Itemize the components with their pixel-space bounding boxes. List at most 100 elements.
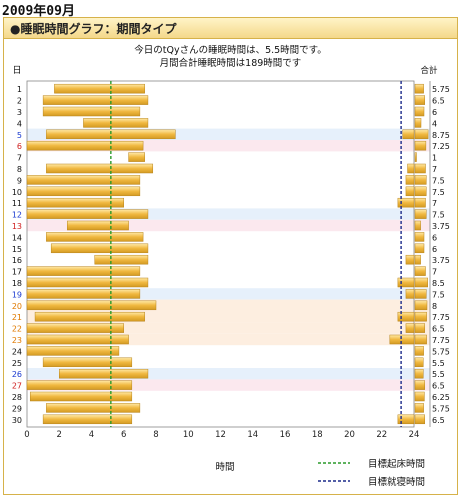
day-label: 4 [17, 119, 22, 128]
total-bar-day-8 [414, 163, 426, 174]
x-tick-label: 22 [376, 430, 387, 440]
sleep-bar-day-17 [26, 266, 141, 276]
total-value-label: 6 [432, 245, 437, 254]
total-value-label: 6 [432, 233, 437, 242]
total-bar-day-22 [414, 323, 425, 333]
day-label: 19 [12, 290, 22, 299]
total-value-label: 1 [432, 154, 437, 163]
row-background-27 [27, 379, 430, 391]
total-bar-day-20 [414, 300, 428, 311]
total-bar-day-16 [414, 254, 421, 265]
sleep-bar-day-28 [29, 391, 133, 402]
sleep-bar-day-18 [397, 277, 415, 288]
sleep-bar-day-6 [26, 140, 144, 151]
day-label: 1 [17, 85, 22, 94]
day-label: 13 [12, 222, 22, 231]
row-background-26 [27, 368, 430, 380]
day-axis-label: 日 [12, 65, 21, 76]
total-value-label: 5.5 [432, 370, 445, 379]
total-bar-day-14 [414, 232, 425, 242]
total-bar-day-1 [414, 83, 424, 94]
total-bar-day-29 [414, 403, 424, 413]
total-value-label: 8.5 [432, 279, 445, 288]
sleep-bar-day-10 [405, 186, 415, 197]
day-label: 27 [12, 382, 22, 391]
day-label: 2 [17, 97, 22, 106]
sleep-bar-day-29 [46, 403, 141, 413]
sleep-bar-day-14 [46, 232, 144, 242]
total-bar-day-6 [414, 140, 427, 151]
day-label: 10 [12, 188, 22, 197]
day-label: 28 [12, 393, 22, 402]
day-label: 16 [12, 256, 22, 265]
sleep-bar-day-26 [59, 368, 149, 379]
total-value-label: 7.75 [432, 336, 450, 345]
day-label: 25 [12, 359, 22, 368]
panel-header: ●睡眠時間グラフ：期間タイプ [4, 18, 457, 39]
sleep-bar-day-18 [26, 277, 149, 288]
total-bar-day-18 [414, 277, 428, 288]
sleep-bar-day-30 [42, 414, 133, 425]
total-value-label: 5.75 [432, 404, 450, 413]
total-bar-day-24 [414, 346, 424, 356]
total-value-label: 6.5 [432, 416, 445, 425]
day-label: 21 [12, 313, 22, 322]
sleep-bar-day-9 [405, 175, 415, 185]
x-tick-label: 8 [153, 430, 158, 440]
total-value-label: 3.75 [432, 222, 450, 231]
total-bar-day-10 [414, 186, 427, 197]
day-label: 30 [12, 416, 22, 425]
row-background-22 [27, 322, 430, 334]
total-value-label: 6.5 [432, 325, 445, 334]
sleep-bar-day-5 [402, 129, 415, 140]
sleep-bar-day-11 [397, 197, 415, 208]
total-value-label: 8.75 [432, 131, 450, 140]
total-bar-day-2 [414, 95, 425, 105]
x-tick-label: 12 [215, 430, 226, 440]
total-value-label: 6.25 [432, 393, 450, 402]
sleep-bar-day-2 [42, 95, 149, 105]
day-label: 8 [17, 165, 22, 174]
total-bar-day-19 [414, 289, 427, 299]
total-value-label: 7.25 [432, 142, 450, 151]
sleep-bar-day-23 [26, 334, 129, 345]
day-label: 9 [17, 176, 22, 185]
sleep-bar-day-22 [405, 323, 415, 333]
row-background-6 [27, 140, 430, 152]
sleep-bar-day-30 [397, 414, 415, 425]
day-label: 23 [12, 336, 22, 345]
total-bar-day-5 [414, 129, 429, 140]
total-value-label: 7 [432, 165, 437, 174]
sleep-bar-day-22 [26, 323, 124, 333]
day-label: 15 [12, 245, 22, 254]
x-tick-label: 6 [121, 430, 126, 440]
x-tick-label: 18 [312, 430, 323, 440]
x-tick-label: 2 [57, 430, 62, 440]
panel-title: ●睡眠時間グラフ：期間タイプ [10, 22, 177, 36]
x-tick-label: 24 [409, 430, 420, 440]
total-value-label: 7.5 [432, 188, 445, 197]
total-bar-day-4 [414, 118, 422, 128]
day-label: 5 [17, 131, 22, 140]
total-axis-label: 合計 [420, 65, 438, 76]
total-bar-day-17 [414, 266, 426, 276]
sleep-bar-day-11 [26, 197, 124, 208]
total-bar-day-12 [414, 209, 427, 219]
sleep-bar-day-21 [34, 311, 145, 322]
day-label: 26 [12, 370, 22, 379]
total-value-label: 5.75 [432, 347, 450, 356]
total-value-label: 6.5 [432, 97, 445, 106]
total-bar-day-11 [414, 197, 426, 208]
total-bar-day-27 [414, 380, 425, 390]
total-bar-day-7 [414, 152, 417, 162]
row-background-12 [27, 208, 430, 220]
total-value-label: 5.75 [432, 85, 450, 94]
total-value-label: 7 [432, 268, 437, 277]
sleep-bar-day-3 [42, 106, 141, 117]
total-value-label: 7.5 [432, 211, 445, 220]
total-value-label: 3.75 [432, 256, 450, 265]
today-sleep-text: 今日のtQyさんの睡眠時間は、5.5時間です。 [134, 45, 327, 56]
sleep-bar-day-15 [50, 243, 149, 254]
x-tick-label: 14 [247, 430, 258, 440]
